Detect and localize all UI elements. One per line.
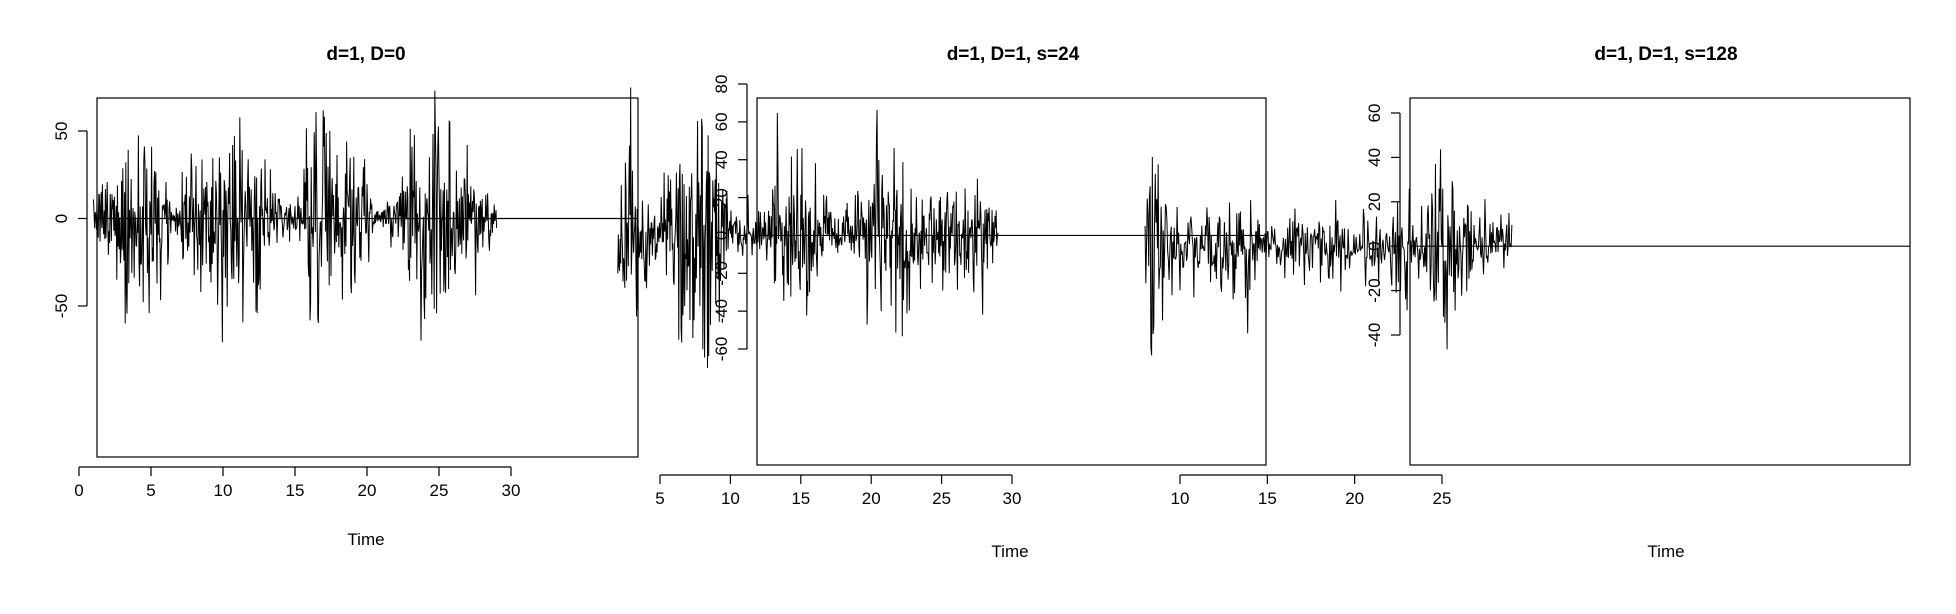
x-tick-label: 25 (932, 489, 951, 508)
y-axis: -40 -20 0 20 40 60 (1365, 104, 1401, 348)
x-tick-label: 30 (502, 481, 521, 500)
x-axis: 5 10 15 20 25 30 (655, 474, 1022, 508)
x-axis: 0 5 10 15 20 25 30 (74, 466, 521, 500)
x-tick-label: 30 (1003, 489, 1022, 508)
panel-3: d=1, D=1, s=128 10 15 20 25 -40 -20 0 20 40 60 Ti… (1144, 44, 1911, 561)
y-tick-label: -50 (52, 294, 71, 319)
x-tick-label: 5 (655, 489, 664, 508)
x-tick-label: 20 (1345, 489, 1364, 508)
panel-2-plot-box (756, 97, 1267, 466)
panel-3-plot-box (1409, 97, 1911, 466)
x-tick-label: 15 (791, 489, 810, 508)
y-tick-label: 80 (712, 75, 731, 94)
y-tick-label: -20 (1365, 278, 1384, 303)
y-tick-label: -20 (712, 261, 731, 286)
panel-3-xlabel: Time (1647, 542, 1684, 561)
x-tick-label: 25 (430, 481, 449, 500)
y-axis: -50 0 50 (52, 122, 88, 319)
x-tick-label: 20 (358, 481, 377, 500)
x-axis: 10 15 20 25 (1171, 474, 1452, 508)
x-tick-label: 20 (862, 489, 881, 508)
y-tick-label: -40 (1365, 323, 1384, 348)
series-line (92, 90, 498, 343)
panel-3-marks: 10 15 20 25 -40 -20 0 20 40 60 (1144, 104, 1910, 508)
x-tick-label: 10 (721, 489, 740, 508)
x-tick-label: 10 (214, 481, 233, 500)
x-tick-label: 15 (1258, 489, 1277, 508)
panel-2-title: d=1, D=1, s=24 (947, 44, 1080, 65)
y-tick-label: 60 (712, 112, 731, 131)
y-tick-label: 40 (1365, 148, 1384, 167)
panel-1-marks: 0 5 10 15 20 25 30 -50 0 50 (52, 90, 638, 500)
panel-1-xlabel: Time (347, 530, 384, 549)
x-tick-label: 5 (146, 481, 155, 500)
x-tick-label: 15 (286, 481, 305, 500)
series-line (617, 87, 999, 368)
y-tick-label: -40 (712, 299, 731, 324)
y-tick-label: -60 (712, 337, 731, 362)
y-tick-label: 60 (1365, 104, 1384, 123)
y-tick-label: 50 (52, 122, 71, 141)
y-tick-label: 0 (52, 214, 71, 223)
x-tick-label: 25 (1433, 489, 1452, 508)
panel-1-title: d=1, D=0 (326, 44, 405, 65)
x-tick-label: 10 (1171, 489, 1190, 508)
y-tick-label: 40 (712, 150, 731, 169)
panel-2: d=1, D=1, s=24 5 10 15 20 25 30-60-40-2002040… (617, 44, 1267, 561)
panel-3-title: d=1, D=1, s=128 (1594, 44, 1737, 65)
panel-1: d=1, D=0 0 5 10 15 20 25 30 -50 0 50 Time (52, 44, 639, 549)
y-tick-label: 20 (1365, 192, 1384, 211)
panel-2-xlabel: Time (991, 542, 1028, 561)
series-line (1144, 149, 1513, 356)
panel-1-plot-box (96, 97, 639, 458)
x-tick-label: 0 (74, 481, 83, 500)
y-tick-label: 0 (1365, 241, 1384, 250)
